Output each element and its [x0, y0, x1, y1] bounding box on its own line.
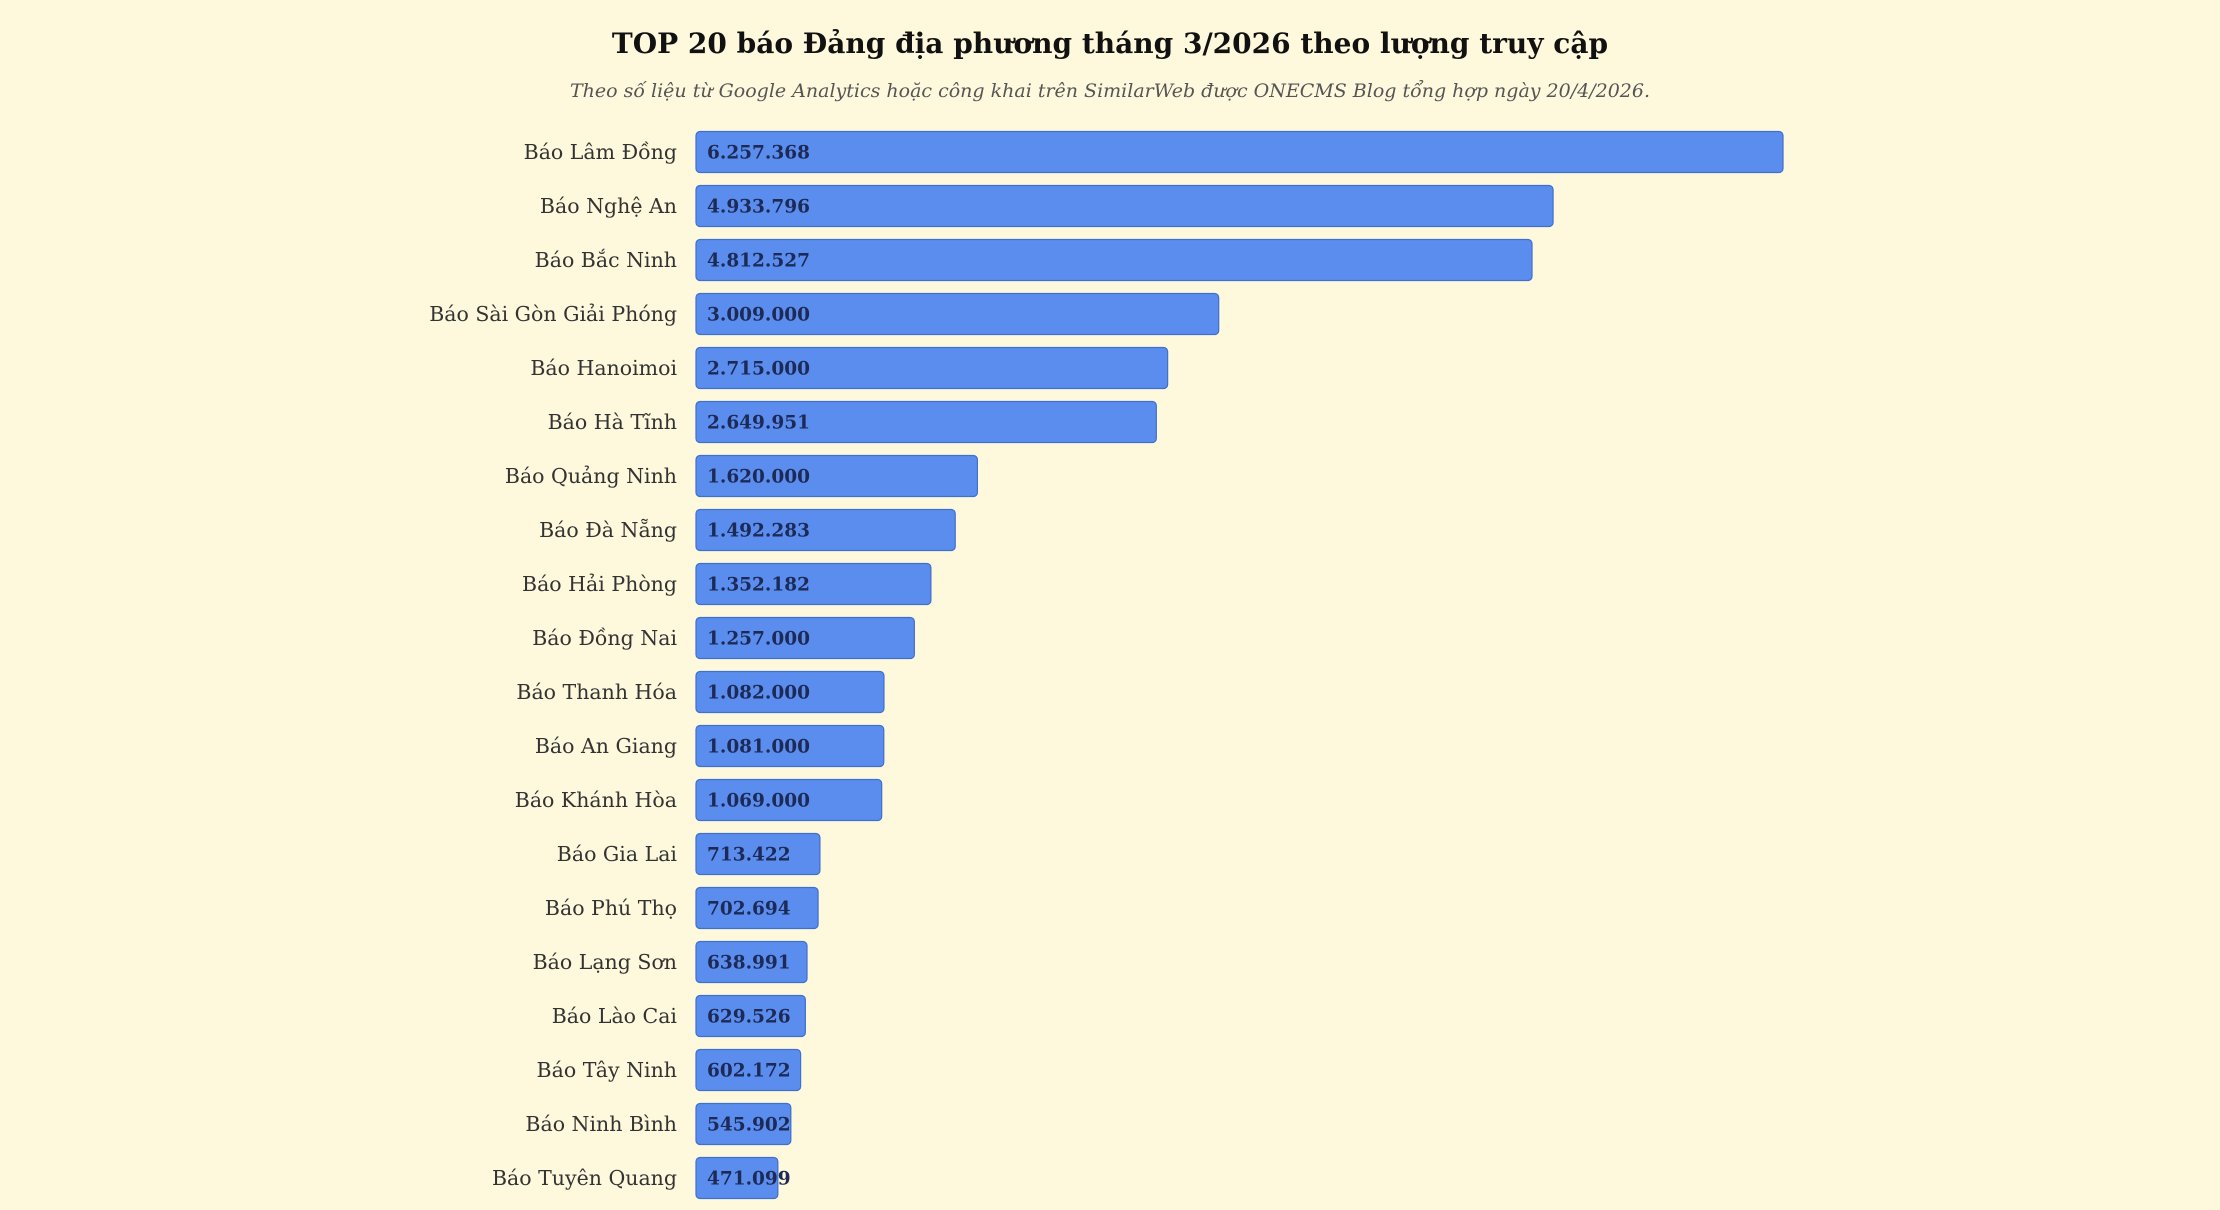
- category-label: Báo An Giang: [535, 734, 677, 758]
- category-label: Báo Tây Ninh: [537, 1058, 677, 1082]
- bar: [695, 616, 915, 660]
- bar: [695, 400, 1157, 444]
- category-label: Báo Lâm Đồng: [524, 140, 677, 164]
- value-label: 3.009.000: [707, 305, 810, 326]
- value-label: 1.352.182: [707, 575, 810, 596]
- bar: [695, 1102, 792, 1146]
- category-label: Báo Gia Lai: [557, 842, 678, 866]
- value-label: 471.099: [707, 1169, 791, 1190]
- category-label: Báo Thanh Hóa: [516, 680, 677, 704]
- value-label: 6.257.368: [707, 143, 810, 164]
- value-label: 638.991: [707, 953, 791, 974]
- bar: [695, 346, 1169, 390]
- category-label: Báo Ninh Bình: [525, 1112, 677, 1136]
- value-label: 1.257.000: [707, 629, 810, 650]
- bar: [695, 724, 885, 768]
- category-label: Báo Quảng Ninh: [505, 464, 677, 488]
- category-label: Báo Lào Cai: [552, 1004, 678, 1028]
- value-label: 4.812.527: [707, 251, 810, 272]
- bar: [695, 940, 808, 984]
- category-label: Báo Nghệ An: [540, 194, 677, 218]
- bar: [695, 184, 1554, 228]
- value-label: 1.081.000: [707, 737, 810, 758]
- category-label: Báo Tuyên Quang: [492, 1166, 677, 1190]
- value-label: 702.694: [707, 899, 791, 920]
- bar: [695, 994, 806, 1038]
- bar: [695, 562, 932, 606]
- category-label: Báo Sài Gòn Giải Phóng: [429, 302, 677, 326]
- category-label: Báo Đồng Nai: [532, 626, 677, 650]
- value-label: 1.492.283: [707, 521, 810, 542]
- value-label: 2.649.951: [707, 413, 810, 434]
- value-label: 2.715.000: [707, 359, 810, 380]
- value-label: 713.422: [707, 845, 791, 866]
- bar: [695, 670, 885, 714]
- category-label: Báo Đà Nẵng: [539, 518, 677, 542]
- bar: [695, 508, 956, 552]
- chart-title: TOP 20 báo Đảng địa phương tháng 3/2026 …: [611, 27, 1609, 60]
- category-label: Báo Lạng Sơn: [533, 950, 677, 974]
- bar: [695, 130, 1784, 174]
- category-label: Báo Bắc Ninh: [535, 248, 677, 272]
- bar: [695, 454, 979, 498]
- bar: [695, 832, 821, 876]
- value-label: 602.172: [707, 1061, 791, 1082]
- bar: [695, 1156, 779, 1200]
- value-label: 545.902: [707, 1115, 791, 1136]
- category-label: Báo Hải Phòng: [522, 572, 677, 596]
- category-label: Báo Phú Thọ: [545, 896, 677, 920]
- category-label: Báo Khánh Hòa: [515, 788, 677, 812]
- value-label: 629.526: [707, 1007, 791, 1028]
- category-label: Báo Hà Tĩnh: [548, 410, 677, 434]
- value-label: 1.069.000: [707, 791, 810, 812]
- bar: [695, 886, 819, 930]
- value-label: 1.620.000: [707, 467, 810, 488]
- bar: [695, 238, 1533, 282]
- category-label: Báo Hanoimoi: [530, 356, 677, 380]
- bar: [695, 1048, 802, 1092]
- chart-subtitle: Theo số liệu từ Google Analytics hoặc cô…: [569, 80, 1651, 102]
- bar: [695, 778, 883, 822]
- value-label: 1.082.000: [707, 683, 810, 704]
- value-label: 4.933.796: [707, 197, 810, 218]
- bar: [695, 292, 1220, 336]
